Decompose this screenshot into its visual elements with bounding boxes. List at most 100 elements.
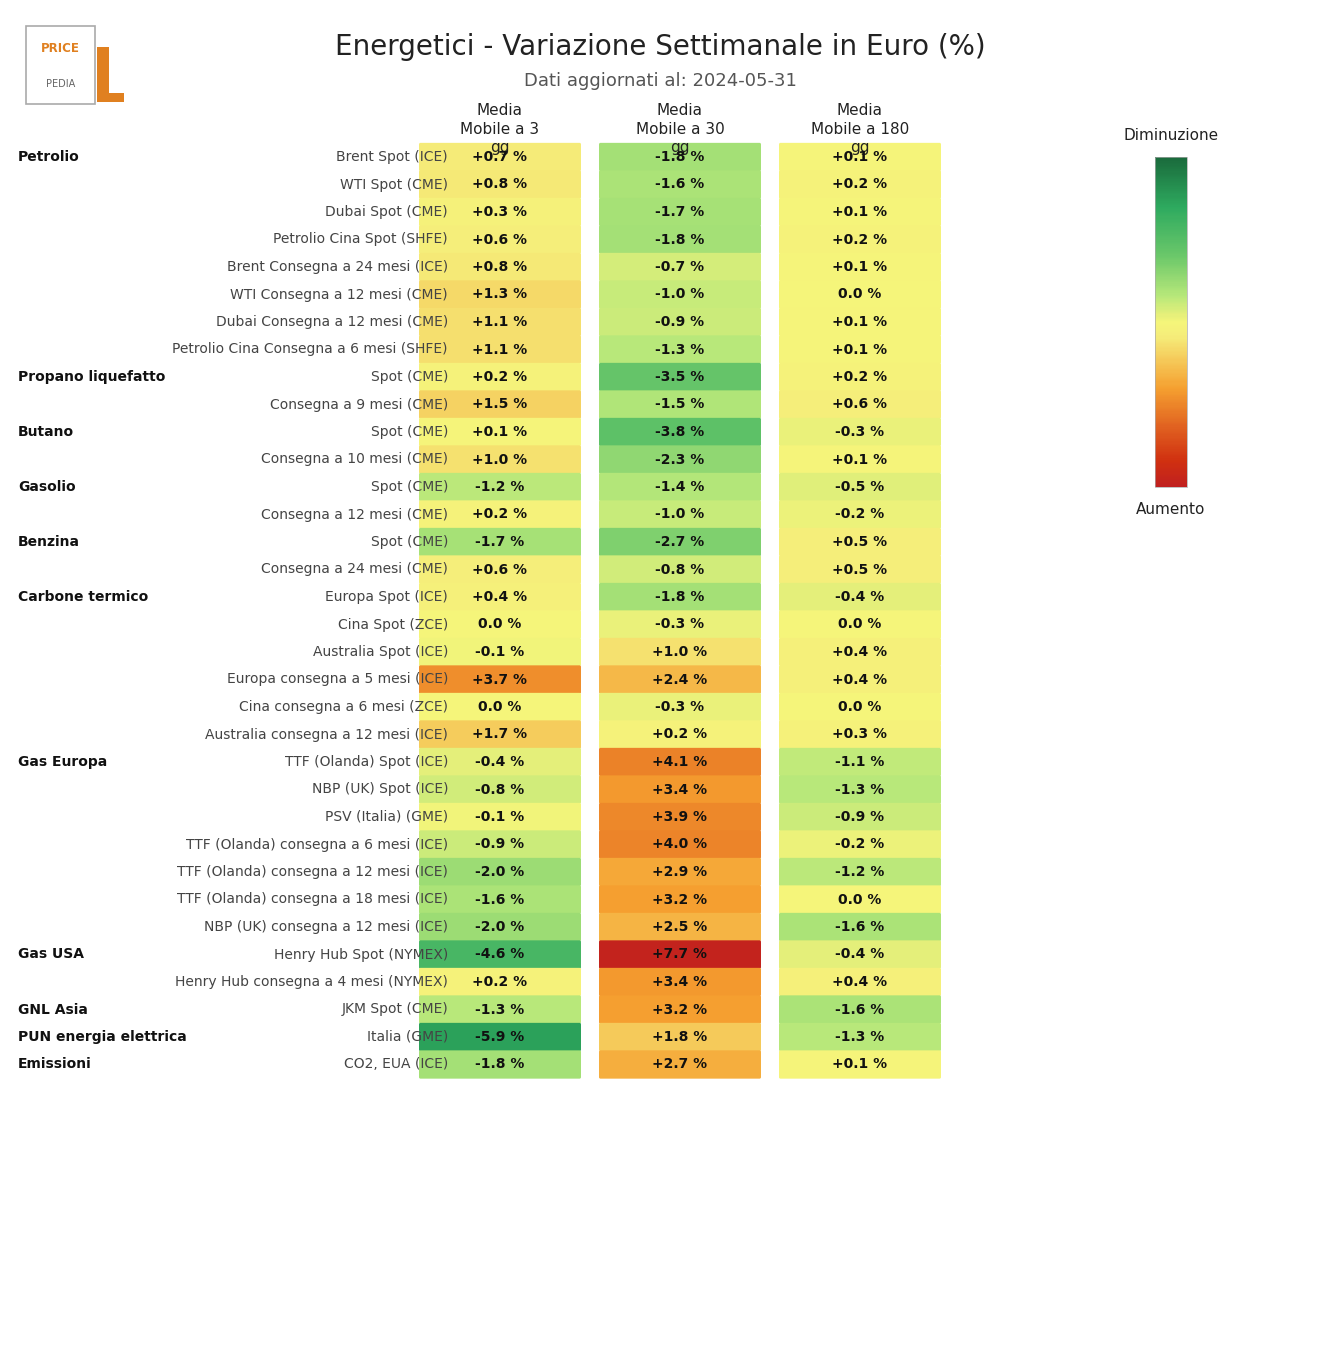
- Text: 0.0 %: 0.0 %: [838, 617, 882, 631]
- FancyBboxPatch shape: [26, 26, 95, 104]
- FancyBboxPatch shape: [599, 528, 762, 556]
- Text: -1.8 %: -1.8 %: [655, 151, 705, 164]
- Text: -1.8 %: -1.8 %: [655, 590, 705, 604]
- Text: +0.8 %: +0.8 %: [473, 178, 528, 191]
- FancyBboxPatch shape: [418, 225, 581, 254]
- Text: +0.5 %: +0.5 %: [833, 563, 887, 577]
- FancyBboxPatch shape: [418, 968, 581, 996]
- FancyBboxPatch shape: [418, 308, 581, 337]
- FancyBboxPatch shape: [599, 555, 762, 584]
- FancyBboxPatch shape: [599, 445, 762, 474]
- FancyBboxPatch shape: [779, 252, 941, 281]
- Text: -0.3 %: -0.3 %: [656, 617, 705, 631]
- Text: +1.1 %: +1.1 %: [473, 315, 528, 328]
- Text: Energetici - Variazione Settimanale in Euro (%): Energetici - Variazione Settimanale in E…: [335, 33, 985, 61]
- FancyBboxPatch shape: [599, 940, 762, 969]
- FancyBboxPatch shape: [779, 775, 941, 803]
- Text: +3.2 %: +3.2 %: [652, 1003, 708, 1016]
- Text: +1.3 %: +1.3 %: [473, 288, 528, 301]
- Text: +1.0 %: +1.0 %: [473, 452, 528, 467]
- Text: +0.1 %: +0.1 %: [833, 342, 887, 357]
- FancyBboxPatch shape: [599, 830, 762, 859]
- Text: TTF (Olanda) consegna a 6 mesi (ICE): TTF (Olanda) consegna a 6 mesi (ICE): [186, 837, 447, 851]
- Text: Dubai Spot (CME): Dubai Spot (CME): [325, 205, 447, 218]
- FancyBboxPatch shape: [418, 391, 581, 419]
- FancyBboxPatch shape: [418, 775, 581, 803]
- Text: Spot (CME): Spot (CME): [371, 535, 447, 550]
- Text: -1.3 %: -1.3 %: [836, 783, 884, 797]
- Text: -1.2 %: -1.2 %: [475, 480, 524, 494]
- Text: -0.9 %: -0.9 %: [475, 837, 524, 851]
- FancyBboxPatch shape: [779, 335, 941, 364]
- FancyBboxPatch shape: [418, 693, 581, 721]
- Text: 0.0 %: 0.0 %: [838, 288, 882, 301]
- FancyBboxPatch shape: [779, 611, 941, 639]
- FancyBboxPatch shape: [779, 225, 941, 254]
- Text: -4.6 %: -4.6 %: [475, 947, 524, 962]
- Text: +4.1 %: +4.1 %: [652, 754, 708, 769]
- Text: +0.1 %: +0.1 %: [473, 425, 528, 440]
- FancyBboxPatch shape: [779, 391, 941, 419]
- Text: +0.3 %: +0.3 %: [473, 205, 528, 218]
- Text: +0.6 %: +0.6 %: [473, 563, 528, 577]
- Text: Gasolio: Gasolio: [18, 480, 75, 494]
- FancyBboxPatch shape: [599, 584, 762, 611]
- FancyBboxPatch shape: [599, 198, 762, 227]
- Text: -0.9 %: -0.9 %: [836, 810, 884, 824]
- Text: -1.8 %: -1.8 %: [475, 1057, 524, 1072]
- Text: 0.0 %: 0.0 %: [478, 700, 521, 714]
- Text: +7.7 %: +7.7 %: [652, 947, 708, 962]
- FancyBboxPatch shape: [418, 1050, 581, 1079]
- FancyBboxPatch shape: [418, 665, 581, 693]
- Text: -1.0 %: -1.0 %: [655, 508, 705, 521]
- Text: -2.3 %: -2.3 %: [655, 452, 705, 467]
- Text: Petrolio Cina Spot (SHFE): Petrolio Cina Spot (SHFE): [273, 232, 447, 247]
- Text: Consegna a 9 mesi (CME): Consegna a 9 mesi (CME): [269, 398, 447, 411]
- FancyBboxPatch shape: [779, 362, 941, 391]
- FancyBboxPatch shape: [779, 858, 941, 886]
- Text: -0.2 %: -0.2 %: [836, 837, 884, 851]
- FancyBboxPatch shape: [779, 472, 941, 501]
- FancyBboxPatch shape: [599, 611, 762, 639]
- Text: Europa consegna a 5 mesi (ICE): Europa consegna a 5 mesi (ICE): [227, 673, 447, 687]
- FancyBboxPatch shape: [418, 995, 581, 1023]
- Text: +0.2 %: +0.2 %: [833, 370, 887, 384]
- Text: TTF (Olanda) consegna a 18 mesi (ICE): TTF (Olanda) consegna a 18 mesi (ICE): [177, 893, 447, 906]
- Text: +1.0 %: +1.0 %: [652, 645, 708, 660]
- Text: -2.0 %: -2.0 %: [475, 864, 524, 879]
- Text: 0.0 %: 0.0 %: [838, 893, 882, 906]
- Text: Media
Mobile a 30
gg: Media Mobile a 30 gg: [636, 103, 725, 155]
- Text: PSV (Italia) (GME): PSV (Italia) (GME): [325, 810, 447, 824]
- Text: +3.4 %: +3.4 %: [652, 783, 708, 797]
- Text: +1.7 %: +1.7 %: [473, 727, 528, 741]
- Text: -1.1 %: -1.1 %: [836, 754, 884, 769]
- Text: Spot (CME): Spot (CME): [371, 480, 447, 494]
- Text: +4.0 %: +4.0 %: [652, 837, 708, 851]
- FancyBboxPatch shape: [599, 803, 762, 830]
- Bar: [1155, 157, 1187, 487]
- Text: -0.3 %: -0.3 %: [836, 425, 884, 440]
- Text: PUN energia elettrica: PUN energia elettrica: [18, 1030, 186, 1044]
- Text: Europa Spot (ICE): Europa Spot (ICE): [325, 590, 447, 604]
- Text: +0.2 %: +0.2 %: [473, 508, 528, 521]
- FancyBboxPatch shape: [418, 198, 581, 227]
- Text: CO2, EUA (ICE): CO2, EUA (ICE): [343, 1057, 447, 1072]
- FancyBboxPatch shape: [599, 501, 762, 529]
- Text: WTI Spot (CME): WTI Spot (CME): [341, 178, 447, 191]
- FancyBboxPatch shape: [418, 803, 581, 830]
- FancyBboxPatch shape: [779, 281, 941, 308]
- Text: Cina consegna a 6 mesi (ZCE): Cina consegna a 6 mesi (ZCE): [239, 700, 447, 714]
- FancyBboxPatch shape: [779, 1050, 941, 1079]
- FancyBboxPatch shape: [418, 830, 581, 859]
- FancyBboxPatch shape: [779, 968, 941, 996]
- FancyBboxPatch shape: [418, 611, 581, 639]
- Text: -1.3 %: -1.3 %: [655, 342, 705, 357]
- Text: -1.3 %: -1.3 %: [836, 1030, 884, 1044]
- FancyBboxPatch shape: [779, 885, 941, 913]
- Text: Cina Spot (ZCE): Cina Spot (ZCE): [338, 617, 447, 631]
- FancyBboxPatch shape: [418, 913, 581, 942]
- FancyBboxPatch shape: [599, 885, 762, 913]
- Text: Brent Consegna a 24 mesi (ICE): Brent Consegna a 24 mesi (ICE): [227, 261, 447, 274]
- FancyBboxPatch shape: [779, 528, 941, 556]
- Text: -0.3 %: -0.3 %: [656, 700, 705, 714]
